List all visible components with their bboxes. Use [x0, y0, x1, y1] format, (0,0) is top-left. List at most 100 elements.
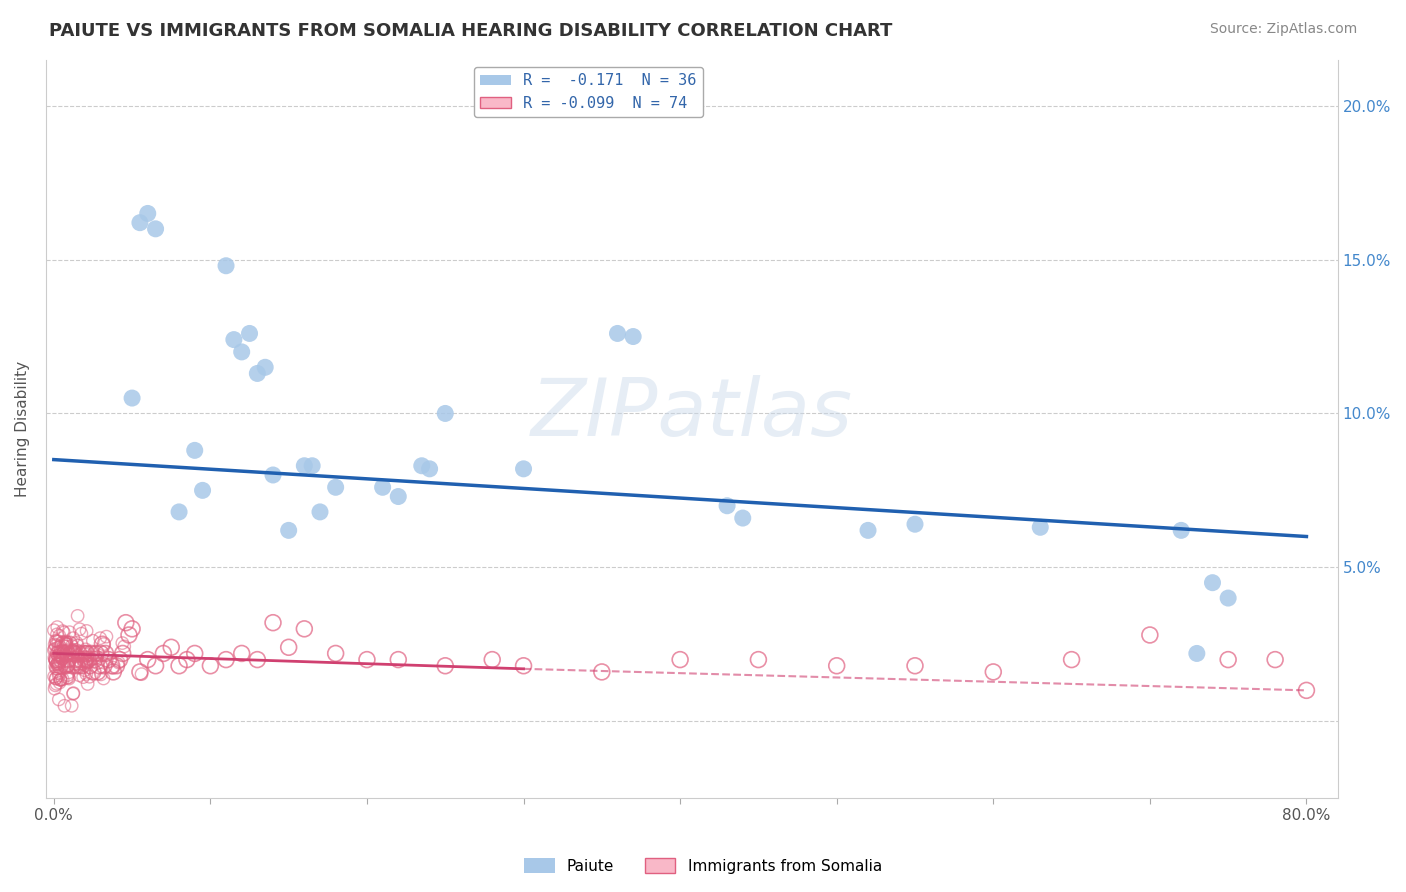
Point — [93, 637, 115, 651]
Point — [73, 647, 96, 661]
Point — [48, 647, 70, 661]
Point — [66, 657, 89, 672]
Y-axis label: Hearing Disability: Hearing Disability — [15, 360, 30, 497]
Point — [183, 443, 205, 458]
Point — [73, 657, 96, 672]
Point — [62, 658, 84, 673]
Point — [825, 658, 848, 673]
Point — [49, 654, 72, 668]
Point — [45, 672, 67, 686]
Point — [200, 658, 222, 673]
Point — [56, 671, 79, 685]
Point — [66, 608, 89, 623]
Text: Source: ZipAtlas.com: Source: ZipAtlas.com — [1209, 22, 1357, 37]
Point — [114, 615, 136, 630]
Point — [160, 640, 183, 655]
Point — [167, 658, 190, 673]
Legend: Paiute, Immigrants from Somalia: Paiute, Immigrants from Somalia — [517, 852, 889, 880]
Point — [80, 647, 103, 661]
Point — [58, 670, 80, 684]
Point — [66, 649, 89, 664]
Point — [70, 657, 93, 671]
Point — [292, 622, 315, 636]
Point — [67, 647, 90, 661]
Point — [73, 663, 96, 677]
Point — [1201, 575, 1223, 590]
Point — [52, 673, 75, 687]
Point — [49, 673, 72, 687]
Legend: R =  -0.171  N = 36, R = -0.099  N = 74: R = -0.171 N = 36, R = -0.099 N = 74 — [474, 67, 703, 117]
Point — [167, 505, 190, 519]
Text: PAIUTE VS IMMIGRANTS FROM SOMALIA HEARING DISABILITY CORRELATION CHART: PAIUTE VS IMMIGRANTS FROM SOMALIA HEARIN… — [49, 22, 893, 40]
Point — [215, 259, 238, 273]
Point — [83, 652, 105, 666]
Point — [65, 657, 87, 671]
Point — [75, 667, 97, 681]
Point — [1170, 524, 1192, 538]
Point — [152, 647, 174, 661]
Point — [56, 652, 79, 666]
Point — [52, 644, 75, 658]
Point — [105, 658, 128, 673]
Point — [48, 640, 70, 655]
Point — [72, 670, 94, 684]
Point — [301, 458, 323, 473]
Point — [121, 391, 143, 405]
Point — [44, 642, 66, 657]
Point — [481, 652, 503, 666]
Point — [145, 222, 167, 236]
Point — [44, 659, 66, 673]
Point — [222, 333, 245, 347]
Point — [82, 633, 104, 648]
Point — [45, 657, 67, 672]
Point — [56, 643, 79, 657]
Point — [76, 656, 98, 670]
Point — [75, 642, 97, 657]
Point — [669, 652, 692, 666]
Point — [62, 631, 84, 645]
Point — [51, 649, 73, 664]
Point — [79, 670, 101, 684]
Point — [51, 652, 73, 666]
Point — [48, 657, 70, 672]
Point — [53, 647, 76, 661]
Point — [42, 670, 65, 684]
Point — [86, 665, 108, 679]
Point — [86, 656, 108, 670]
Point — [56, 659, 79, 673]
Point — [72, 647, 94, 661]
Point — [44, 681, 66, 696]
Point — [60, 698, 83, 713]
Point — [1139, 628, 1161, 642]
Point — [292, 458, 315, 473]
Point — [981, 665, 1004, 679]
Point — [44, 678, 66, 692]
Point — [94, 647, 117, 661]
Point — [53, 660, 76, 674]
Point — [191, 483, 214, 498]
Point — [58, 647, 80, 661]
Point — [76, 647, 98, 661]
Point — [58, 654, 80, 668]
Point — [325, 480, 347, 494]
Point — [48, 629, 70, 643]
Point — [129, 216, 152, 230]
Point — [51, 647, 73, 661]
Point — [86, 650, 108, 665]
Point — [621, 329, 644, 343]
Point — [45, 634, 67, 648]
Point — [55, 660, 77, 674]
Point — [103, 661, 125, 675]
Point — [58, 672, 80, 686]
Point — [1185, 647, 1208, 661]
Point — [52, 643, 75, 657]
Point — [56, 668, 79, 682]
Point — [46, 627, 69, 641]
Point — [69, 668, 91, 682]
Point — [55, 658, 77, 673]
Point — [75, 649, 97, 664]
Point — [145, 658, 167, 673]
Point — [100, 658, 122, 673]
Point — [45, 639, 67, 653]
Point — [89, 658, 111, 673]
